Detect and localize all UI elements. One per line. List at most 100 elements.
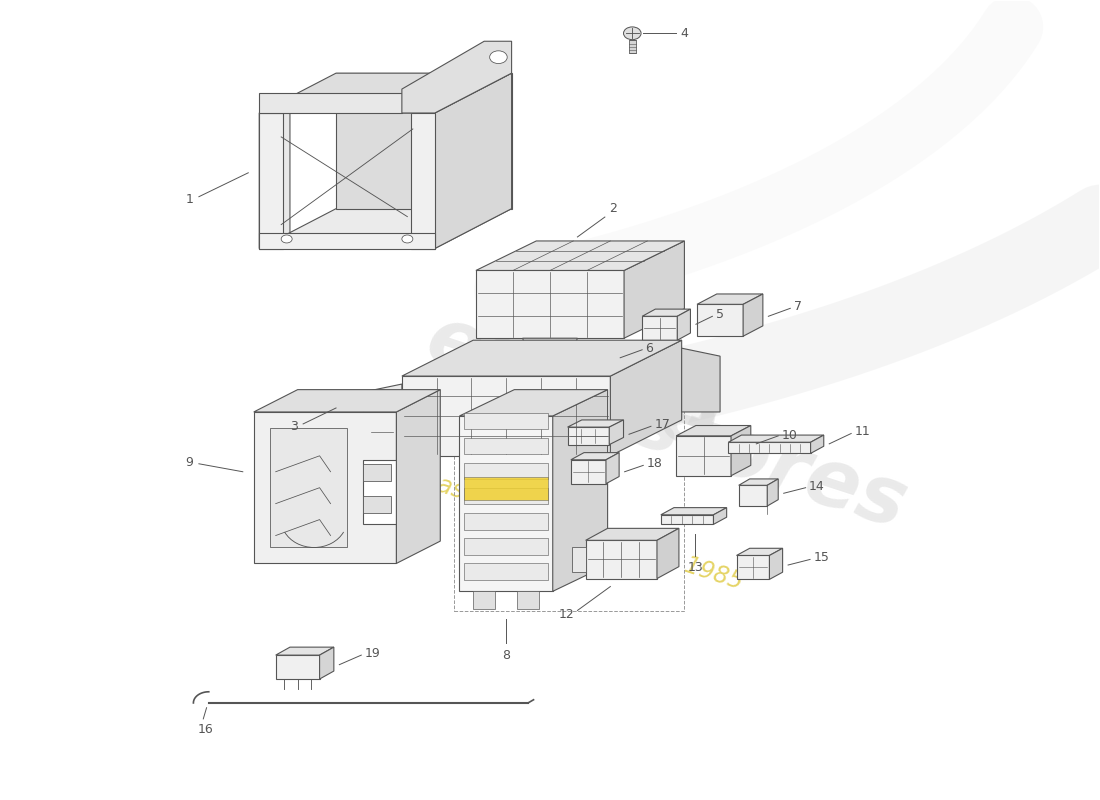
Polygon shape: [739, 479, 778, 486]
Polygon shape: [769, 548, 782, 579]
Polygon shape: [697, 294, 763, 304]
Circle shape: [624, 27, 641, 40]
Text: a passion for parts since 1985: a passion for parts since 1985: [398, 461, 746, 594]
Circle shape: [490, 51, 507, 63]
Polygon shape: [573, 344, 615, 350]
Polygon shape: [732, 426, 751, 476]
Polygon shape: [661, 508, 727, 515]
Text: 5: 5: [716, 308, 724, 321]
Polygon shape: [714, 508, 727, 524]
Polygon shape: [609, 420, 624, 445]
Polygon shape: [744, 294, 763, 336]
Text: 14: 14: [808, 479, 825, 493]
Text: 11: 11: [855, 426, 870, 438]
Bar: [464, 538, 549, 554]
Polygon shape: [260, 113, 284, 249]
Polygon shape: [276, 655, 320, 679]
Polygon shape: [460, 390, 607, 416]
Polygon shape: [260, 93, 402, 113]
Text: 6: 6: [646, 342, 653, 354]
Polygon shape: [642, 316, 678, 340]
Text: stores: stores: [623, 383, 916, 545]
Polygon shape: [737, 548, 782, 555]
Text: 4: 4: [681, 26, 689, 40]
Bar: [517, 591, 539, 609]
Polygon shape: [336, 73, 512, 209]
Bar: [464, 563, 549, 580]
Bar: [464, 463, 549, 479]
Bar: [464, 488, 549, 505]
Bar: [464, 438, 549, 454]
Text: 8: 8: [502, 649, 510, 662]
Polygon shape: [573, 350, 604, 370]
Polygon shape: [676, 436, 732, 476]
Polygon shape: [676, 426, 751, 436]
Polygon shape: [737, 555, 769, 579]
Bar: [464, 413, 549, 430]
Bar: [629, 40, 636, 54]
Polygon shape: [522, 338, 578, 353]
Polygon shape: [571, 460, 606, 484]
Polygon shape: [768, 479, 778, 506]
Polygon shape: [434, 73, 512, 249]
Text: 3: 3: [289, 420, 298, 433]
Text: 18: 18: [647, 458, 662, 470]
Polygon shape: [260, 73, 512, 113]
Polygon shape: [410, 113, 435, 249]
Polygon shape: [552, 390, 607, 591]
Polygon shape: [624, 241, 684, 338]
Polygon shape: [697, 304, 744, 336]
Circle shape: [402, 235, 412, 243]
Text: 15: 15: [813, 551, 829, 564]
Polygon shape: [585, 528, 679, 540]
Polygon shape: [568, 427, 609, 445]
Polygon shape: [260, 233, 434, 249]
Text: 17: 17: [654, 418, 670, 431]
Polygon shape: [271, 428, 346, 547]
Polygon shape: [363, 384, 402, 448]
Bar: [464, 513, 549, 530]
Circle shape: [282, 235, 293, 243]
Polygon shape: [460, 416, 552, 591]
Polygon shape: [678, 309, 691, 340]
Polygon shape: [571, 453, 619, 460]
Polygon shape: [642, 309, 691, 316]
Polygon shape: [260, 209, 512, 249]
Polygon shape: [606, 453, 619, 484]
Polygon shape: [320, 647, 333, 679]
Polygon shape: [402, 376, 610, 456]
Text: 12: 12: [559, 608, 574, 621]
Polygon shape: [585, 540, 657, 578]
Polygon shape: [682, 348, 720, 412]
Bar: [363, 496, 390, 514]
Polygon shape: [657, 528, 679, 578]
Polygon shape: [568, 420, 624, 427]
Polygon shape: [728, 442, 811, 454]
Text: 16: 16: [198, 723, 213, 736]
Polygon shape: [260, 97, 290, 249]
Text: 13: 13: [688, 561, 703, 574]
Polygon shape: [728, 435, 824, 442]
Bar: [572, 546, 585, 572]
Polygon shape: [610, 340, 682, 456]
Polygon shape: [604, 344, 615, 370]
Polygon shape: [476, 241, 684, 270]
Polygon shape: [254, 412, 396, 563]
Polygon shape: [739, 486, 768, 506]
Text: 1: 1: [186, 193, 194, 206]
Polygon shape: [276, 647, 333, 655]
Polygon shape: [254, 390, 440, 412]
Polygon shape: [396, 390, 440, 563]
Text: 10: 10: [781, 429, 798, 442]
Polygon shape: [476, 270, 624, 338]
Text: 2: 2: [609, 202, 617, 214]
Polygon shape: [402, 42, 512, 113]
Bar: [464, 478, 549, 500]
Polygon shape: [811, 435, 824, 454]
Polygon shape: [402, 340, 682, 376]
Polygon shape: [661, 515, 714, 524]
Text: 9: 9: [186, 457, 194, 470]
Text: 7: 7: [793, 300, 802, 314]
Bar: [363, 464, 390, 482]
Bar: [473, 591, 495, 609]
